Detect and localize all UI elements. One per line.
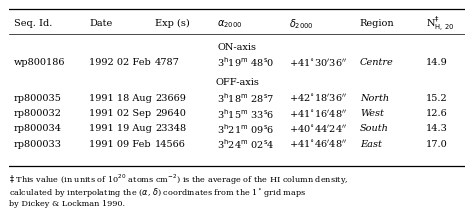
Text: rp800034: rp800034: [14, 124, 62, 134]
Text: $\alpha_{2000}$: $\alpha_{2000}$: [217, 18, 242, 30]
Text: South: South: [360, 124, 389, 134]
Text: rp800033: rp800033: [14, 140, 62, 149]
Text: East: East: [360, 140, 382, 149]
Text: 3$^{\rm h}$18$^{\rm m}$ 28$^{\rm s}$7: 3$^{\rm h}$18$^{\rm m}$ 28$^{\rm s}$7: [217, 91, 274, 105]
Text: 29640: 29640: [155, 109, 186, 118]
Text: $\delta_{2000}$: $\delta_{2000}$: [289, 17, 314, 31]
Text: Seq. Id.: Seq. Id.: [14, 19, 53, 28]
Text: N$^{\ddagger}_{\rm H,\,20}$: N$^{\ddagger}_{\rm H,\,20}$: [426, 14, 455, 33]
Text: wp800186: wp800186: [14, 58, 65, 67]
Text: rp800032: rp800032: [14, 109, 62, 118]
Text: West: West: [360, 109, 384, 118]
Text: 3$^{\rm h}$24$^{\rm m}$ 02$^{\rm s}$4: 3$^{\rm h}$24$^{\rm m}$ 02$^{\rm s}$4: [217, 137, 274, 151]
Text: Exp (s): Exp (s): [155, 19, 190, 28]
Text: 3$^{\rm h}$15$^{\rm m}$ 33$^{\rm s}$6: 3$^{\rm h}$15$^{\rm m}$ 33$^{\rm s}$6: [217, 107, 274, 121]
Text: 4787: 4787: [155, 58, 180, 67]
Text: OFF-axis: OFF-axis: [215, 78, 259, 88]
Text: 23669: 23669: [155, 94, 186, 103]
Text: +41$^{\circ}$46$^{\prime}$48$^{\prime\prime}$: +41$^{\circ}$46$^{\prime}$48$^{\prime\pr…: [289, 138, 347, 150]
Text: Date: Date: [89, 19, 112, 28]
Text: Centre: Centre: [360, 58, 393, 67]
Text: 3$^{\rm h}$19$^{\rm m}$ 48$^{\rm s}$0: 3$^{\rm h}$19$^{\rm m}$ 48$^{\rm s}$0: [217, 56, 274, 69]
Text: 14566: 14566: [155, 140, 186, 149]
Text: rp800035: rp800035: [14, 94, 62, 103]
Text: 17.0: 17.0: [426, 140, 447, 149]
Text: Region: Region: [360, 19, 394, 28]
Text: ON-axis: ON-axis: [218, 43, 256, 52]
Text: +41$^{\circ}$16$^{\prime}$48$^{\prime\prime}$: +41$^{\circ}$16$^{\prime}$48$^{\prime\pr…: [289, 108, 347, 120]
Text: 23348: 23348: [155, 124, 186, 134]
Text: 15.2: 15.2: [426, 94, 447, 103]
Text: by Dickey & Lockman 1990.: by Dickey & Lockman 1990.: [9, 200, 126, 207]
Text: +42$^{\circ}$18$^{\prime}$36$^{\prime\prime}$: +42$^{\circ}$18$^{\prime}$36$^{\prime\pr…: [289, 92, 347, 104]
Text: 1991 02 Sep: 1991 02 Sep: [89, 109, 151, 118]
Text: +41$^{\circ}$30$^{\prime}$36$^{\prime\prime}$: +41$^{\circ}$30$^{\prime}$36$^{\prime\pr…: [289, 56, 347, 69]
Text: 12.6: 12.6: [426, 109, 447, 118]
Text: 14.9: 14.9: [426, 58, 447, 67]
Text: North: North: [360, 94, 389, 103]
Text: $\ddagger$ This value (in units of 10$^{20}$ atoms cm$^{-2}$) is the average of : $\ddagger$ This value (in units of 10$^{…: [9, 173, 349, 187]
Text: 3$^{\rm h}$21$^{\rm m}$ 09$^{\rm s}$6: 3$^{\rm h}$21$^{\rm m}$ 09$^{\rm s}$6: [217, 122, 274, 136]
Text: 1991 19 Aug: 1991 19 Aug: [89, 124, 152, 134]
Text: calculated by interpolating the ($\alpha$, $\delta$) coordinates from the 1$^{\c: calculated by interpolating the ($\alpha…: [9, 186, 307, 199]
Text: 1992 02 Feb: 1992 02 Feb: [89, 58, 151, 67]
Text: 14.3: 14.3: [426, 124, 448, 134]
Text: 1991 09 Feb: 1991 09 Feb: [89, 140, 151, 149]
Text: +40$^{\circ}$44$^{\prime}$24$^{\prime\prime}$: +40$^{\circ}$44$^{\prime}$24$^{\prime\pr…: [289, 123, 347, 135]
Text: 1991 18 Aug: 1991 18 Aug: [89, 94, 152, 103]
